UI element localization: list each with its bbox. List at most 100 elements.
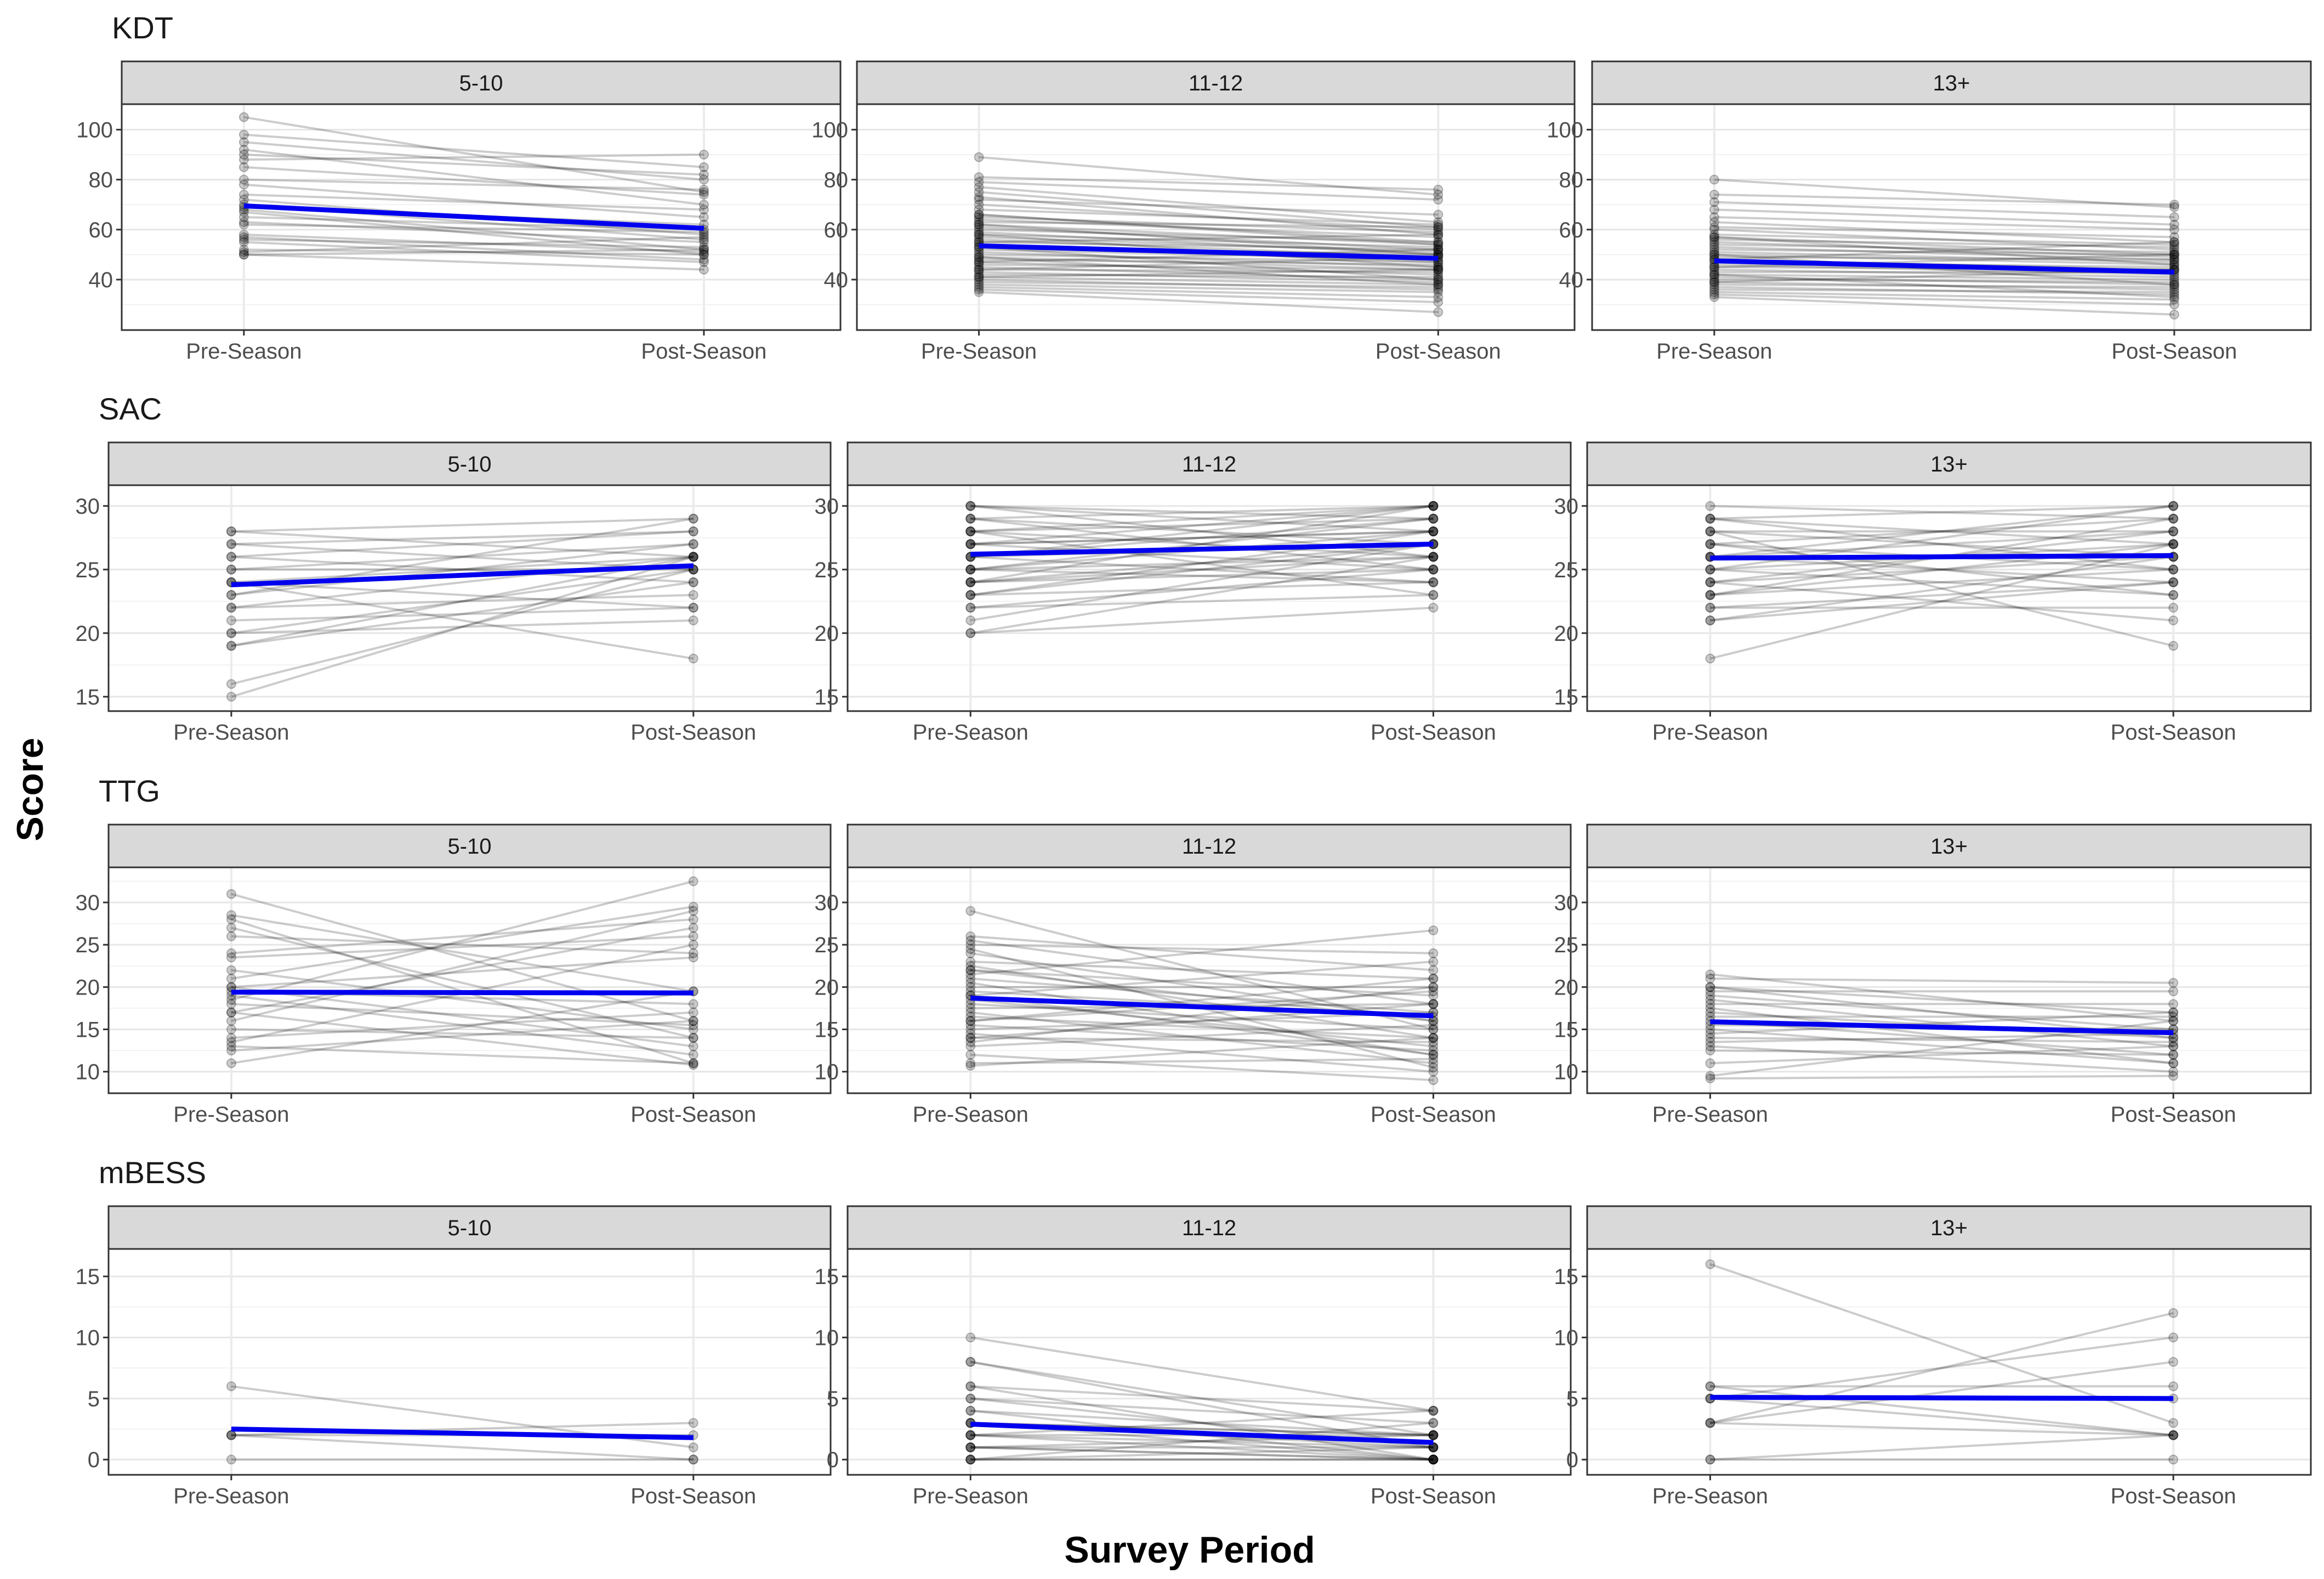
subject-line — [231, 1028, 694, 1039]
subject-point-pre — [965, 1455, 976, 1465]
subject-line — [979, 261, 1439, 276]
subject-point-post — [1433, 282, 1444, 292]
subject-line — [970, 1446, 1434, 1461]
subject-point-pre — [1709, 237, 1719, 247]
subject-point-post — [2169, 249, 2179, 260]
y-tick-label: 10 — [815, 1326, 839, 1350]
subject-point-pre — [965, 526, 976, 537]
subject-point-post — [698, 249, 709, 260]
subject-point-post — [2169, 282, 2179, 292]
subject-point-post — [1428, 982, 1439, 992]
mean-line — [231, 563, 694, 588]
subject-line — [979, 246, 1439, 281]
subject-line — [243, 248, 704, 256]
panel-border — [846, 484, 1572, 712]
facet-strip-label: 5-10 — [459, 71, 503, 95]
mean-line — [1710, 1395, 2174, 1401]
subject-point-post — [2168, 615, 2179, 626]
subject-point-post — [1428, 1049, 1439, 1060]
subject-point-pre — [1705, 501, 1715, 511]
y-tick-label: 20 — [76, 622, 100, 646]
subject-point-post — [1428, 1442, 1439, 1452]
subject-line — [970, 1024, 1434, 1048]
subject-line — [979, 181, 1439, 201]
subject-line — [243, 216, 704, 231]
facet-strip — [846, 441, 1572, 486]
subject-point-pre — [226, 590, 236, 600]
subject-point-pre — [965, 1060, 976, 1071]
subject-point-pre — [974, 195, 984, 205]
x-tick-label: Pre-Season — [921, 339, 1037, 363]
subject-point-pre — [974, 232, 984, 242]
subject-line — [1714, 278, 2174, 283]
panel-background — [1587, 485, 2311, 711]
y-tick-label: 100 — [76, 118, 113, 142]
subject-point-pre — [965, 526, 976, 537]
subject-line — [970, 555, 1434, 584]
subject-point-post — [688, 1016, 698, 1026]
subject-point-pre — [1709, 282, 1719, 292]
subject-line — [979, 253, 1439, 264]
subject-line — [970, 977, 1434, 1023]
subject-line — [231, 1422, 694, 1436]
subject-point-post — [2169, 252, 2179, 262]
subject-point-pre — [974, 264, 984, 275]
subject-point-pre — [238, 235, 249, 245]
subject-point-post — [1433, 297, 1444, 307]
subject-point-pre — [965, 539, 976, 549]
subject-line — [243, 183, 704, 218]
subject-point-pre — [1709, 249, 1719, 260]
subject-point-pre — [1705, 1418, 1715, 1428]
subject-line — [970, 1036, 1434, 1067]
subject-line — [979, 268, 1439, 274]
x-tick-label: Post-Season — [1371, 720, 1496, 745]
subject-point-pre — [226, 1041, 236, 1052]
subject-line — [970, 1336, 1434, 1412]
subject-point-post — [2168, 1016, 2179, 1026]
subject-point-pre — [1709, 289, 1719, 300]
subject-point-post — [1433, 240, 1444, 250]
subject-point-post — [1428, 1442, 1439, 1452]
subject-line — [1710, 555, 2174, 584]
subject-line — [231, 543, 694, 571]
subject-point-post — [1428, 1075, 1439, 1086]
subject-point-post — [698, 254, 709, 265]
subject-point-pre — [965, 1442, 976, 1452]
subject-point-pre — [226, 965, 236, 975]
subject-line — [970, 1397, 1434, 1424]
subject-point-pre — [1709, 205, 1719, 215]
subject-point-pre — [965, 514, 976, 524]
subject-point-post — [1428, 1455, 1439, 1465]
subject-point-pre — [226, 539, 236, 549]
subject-point-pre — [1705, 982, 1715, 992]
subject-point-pre — [965, 590, 976, 600]
subject-line — [979, 191, 1439, 229]
subject-point-pre — [1705, 564, 1715, 575]
subject-point-pre — [226, 1046, 236, 1056]
subject-point-post — [1428, 1455, 1439, 1465]
subject-point-post — [1433, 237, 1444, 247]
row-title: TTG — [99, 774, 160, 808]
subject-line — [231, 927, 694, 1039]
subject-line — [231, 530, 694, 558]
mean-line — [979, 243, 1439, 261]
subject-point-pre — [1705, 1074, 1715, 1084]
subject-point-pre — [965, 1020, 976, 1030]
subject-point-post — [2168, 1430, 2179, 1440]
subject-line — [1710, 1032, 2174, 1043]
subject-point-pre — [965, 564, 976, 575]
subject-point-post — [2169, 212, 2179, 222]
y-tick-label: 5 — [88, 1387, 100, 1411]
subject-line — [1714, 228, 2174, 251]
subject-point-post — [688, 901, 698, 912]
subject-point-pre — [965, 1393, 976, 1404]
subject-point-post — [2169, 280, 2179, 290]
subject-point-pre — [974, 262, 984, 272]
subject-point-pre — [238, 189, 249, 200]
subject-line — [243, 154, 704, 176]
x-tick-label: Post-Season — [2111, 1103, 2236, 1127]
subject-point-pre — [965, 1455, 976, 1465]
subject-point-pre — [1705, 1041, 1715, 1052]
subject-line — [970, 518, 1434, 571]
